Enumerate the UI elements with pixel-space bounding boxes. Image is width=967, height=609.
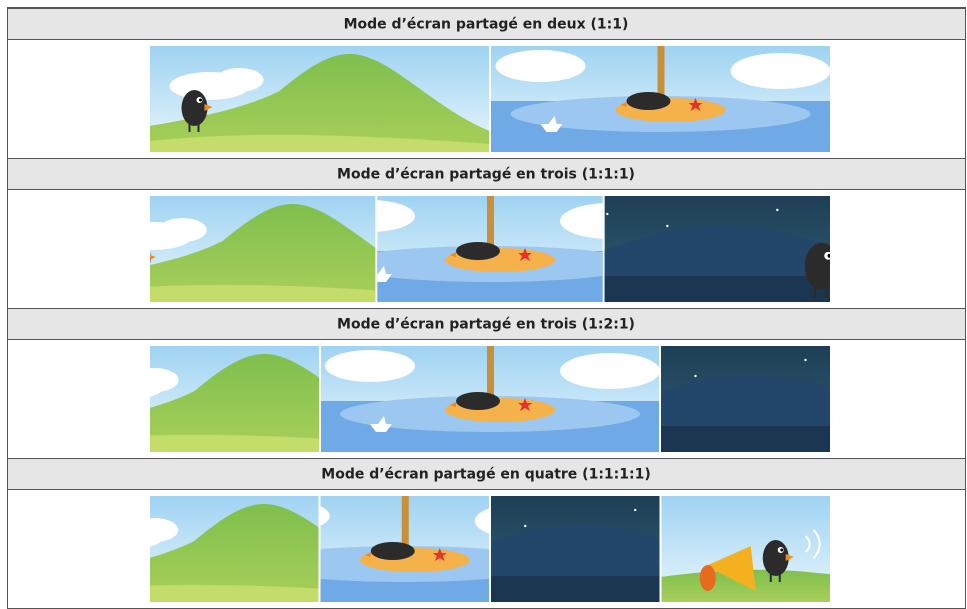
- table: Mode d’écran partagé en deux (1:1) Mode d…: [8, 8, 965, 602]
- illustration: [320, 346, 660, 452]
- illustration: [491, 46, 831, 152]
- header-title: Mode d’écran partagé en deux (1:1): [344, 17, 629, 33]
- header-title: Mode d’écran partagé en trois (1:2:1): [337, 317, 635, 333]
- header-title: Mode d’écran partagé en quatre (1:1:1:1): [321, 467, 650, 483]
- header-title: Mode d’écran partagé en trois (1:1:1): [337, 167, 635, 183]
- illustration: [150, 46, 490, 152]
- page: Mode d’écran partagé en deux (1:1) Mode d…: [0, 0, 967, 609]
